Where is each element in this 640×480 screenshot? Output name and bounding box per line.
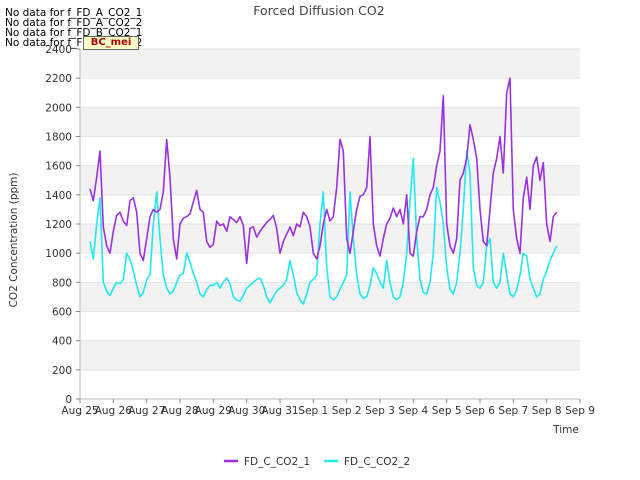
grid-band (80, 165, 580, 195)
x-tick-label: Aug 30 (228, 405, 265, 417)
x-tick-label: Sep 1 (298, 405, 328, 417)
x-tick-label: Sep 4 (398, 405, 428, 417)
y-tick-label: 1800 (45, 132, 72, 144)
grid-band (80, 340, 580, 370)
nodata-notice-2: No data for f_FD_A_CO2_2 (5, 17, 143, 29)
legend-label: FD_C_CO2_2 (344, 456, 410, 468)
y-tick-label: 2400 (45, 44, 72, 56)
x-tick-label: Sep 9 (565, 405, 595, 417)
grid-band (80, 224, 580, 254)
legend: FD_C_CO2_1 FD_C_CO2_2 (224, 456, 410, 468)
x-tick-label: Sep 2 (332, 405, 362, 417)
x-tick-label: Aug 31 (261, 405, 298, 417)
y-tick-label: 0 (65, 394, 72, 406)
y-tick-label: 1200 (45, 219, 72, 231)
site-badge: BC_mei (83, 36, 139, 50)
x-tick-label: Aug 25 (61, 405, 98, 417)
grid-bands (80, 48, 580, 400)
x-tick-label: Sep 6 (465, 405, 495, 417)
x-tick-label: Sep 3 (365, 405, 395, 417)
y-tick-label: 2000 (45, 102, 72, 114)
y-axis: 0 200 400 600 800 1000 1200 1400 1600 1800 2000 220… (45, 44, 81, 406)
grid-band (80, 369, 580, 399)
y-tick-label: 2200 (45, 73, 72, 85)
grid-band (80, 49, 580, 79)
series-line-fd-c-co2-2 (89, 150, 558, 306)
y-tick-label: 200 (52, 365, 72, 377)
y-tick-label: 600 (52, 307, 72, 319)
x-axis-label: Time (552, 424, 579, 436)
y-axis-label: CO2 Concentration (ppm) (8, 173, 20, 308)
legend-label: FD_C_CO2_1 (244, 456, 310, 468)
x-tick-label: Sep 8 (532, 405, 562, 417)
grid-band (80, 78, 580, 108)
y-tick-label: 1600 (45, 161, 72, 173)
y-tick-label: 800 (52, 277, 72, 289)
y-tick-label: 1400 (45, 190, 72, 202)
x-tick-label: Aug 29 (195, 405, 232, 417)
y-tick-label: 400 (52, 336, 72, 348)
x-tick-label: Sep 7 (498, 405, 528, 417)
x-tick-label: Aug 27 (128, 405, 165, 417)
grid-band (80, 311, 580, 341)
grid-band (80, 107, 580, 137)
x-tick-label: Aug 28 (161, 405, 198, 417)
chart-title: Forced Diffusion CO2 (253, 3, 384, 18)
series-lines (89, 77, 558, 306)
series-line-fd-c-co2-1 (89, 77, 558, 265)
nodata-notice-1: No data for f_FD_A_CO2_1 (5, 7, 143, 19)
x-tick-label: Aug 26 (95, 405, 133, 417)
y-tick-label: 1000 (45, 248, 72, 260)
x-tick-label: Sep 5 (432, 405, 462, 417)
